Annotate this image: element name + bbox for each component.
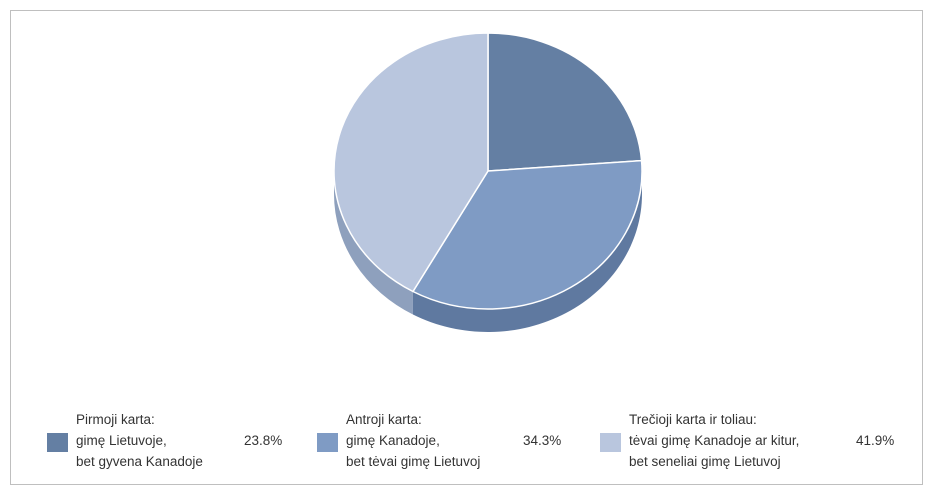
legend-label-line-2: tėvai gimę Kanadoje ar kitur, xyxy=(629,433,800,448)
pie-slice-0 xyxy=(487,32,643,172)
legend-label-line-1: Pirmoji karta: xyxy=(76,412,155,427)
legend-value-first-generation: 23.8% xyxy=(244,433,283,448)
legend-label-line-2: gimę Lietuvoje, xyxy=(76,433,167,448)
legend-value-second-generation: 34.3% xyxy=(523,433,562,448)
chart-frame: Pirmoji karta: gimę Lietuvoje, bet gyven… xyxy=(10,10,923,485)
pie-side-2 xyxy=(334,171,413,315)
legend-label-line-3: bet gyvena Kanadoje xyxy=(76,454,203,469)
pie-slice-2 xyxy=(333,32,489,293)
legend-swatch-second-generation xyxy=(317,433,338,452)
pie-chart xyxy=(333,32,643,333)
legend-label-line-2: gimę Kanadoje, xyxy=(346,433,440,448)
pie-side-1 xyxy=(412,171,642,333)
legend-label-line-1: Antroji karta: xyxy=(346,412,422,427)
pie-slice-1 xyxy=(412,159,643,310)
legend-swatch-first-generation xyxy=(47,433,68,452)
legend-label-line-3: bet seneliai gimę Lietuvoj xyxy=(629,454,781,469)
legend-label-line-1: Trečioji karta ir toliau: xyxy=(629,412,757,427)
legend-label-line-3: bet tėvai gimę Lietuvoj xyxy=(346,454,481,469)
legend-swatch-third-generation xyxy=(600,433,621,452)
legend-value-third-generation: 41.9% xyxy=(856,433,895,448)
